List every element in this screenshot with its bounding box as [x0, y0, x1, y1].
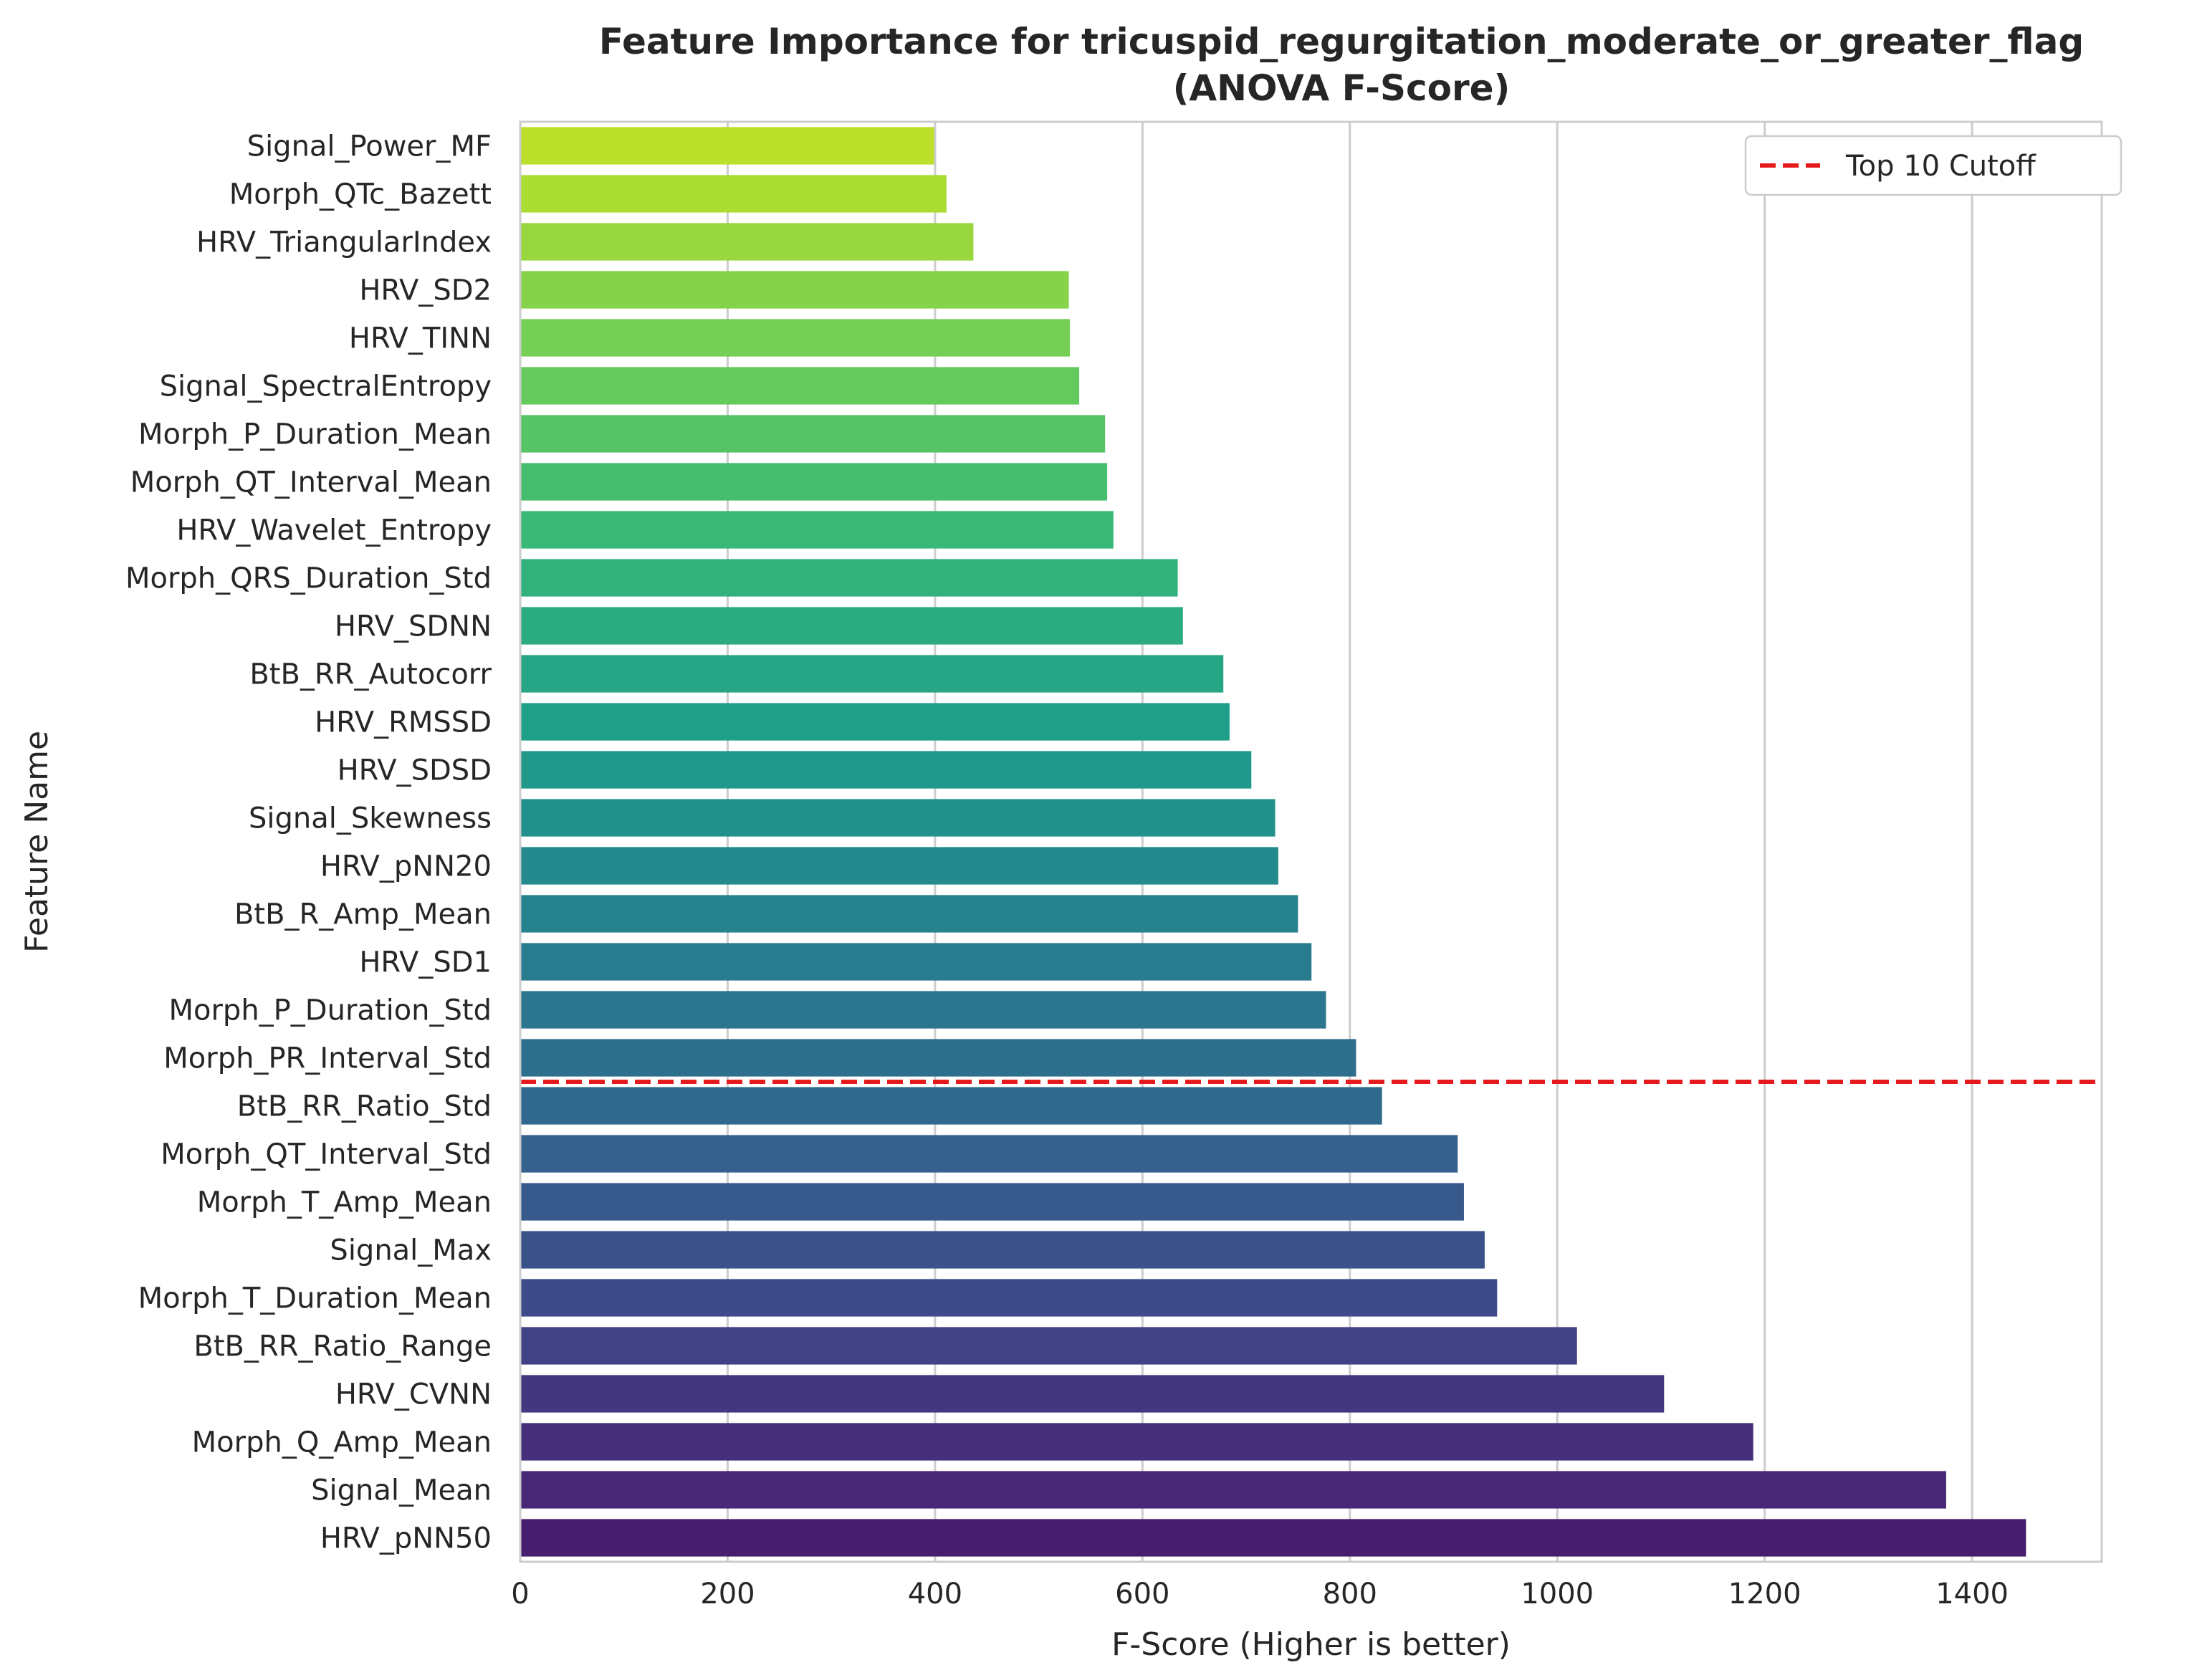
legend-box [1744, 135, 2122, 196]
y-tick-label: BtB_RR_Autocorr [249, 658, 492, 691]
y-tick-label: HRV_RMSSD [315, 706, 492, 739]
bar [520, 799, 1276, 837]
bar [520, 463, 1108, 501]
x-tick-label: 800 [1323, 1578, 1377, 1611]
bar [520, 1471, 1946, 1509]
x-tick-label: 1400 [1935, 1578, 2009, 1611]
y-tick-label: BtB_R_Amp_Mean [234, 898, 492, 931]
y-tick-label: Signal_Max [330, 1234, 492, 1267]
bar [520, 655, 1224, 693]
bar [520, 1279, 1498, 1317]
bar [520, 319, 1071, 357]
bar [520, 271, 1069, 309]
bar [520, 943, 1312, 981]
bar [520, 751, 1252, 789]
bar [520, 895, 1298, 933]
bar [520, 847, 1278, 885]
legend-label-cutoff: Top 10 Cutoff [1845, 150, 2037, 183]
x-gridlines [519, 122, 1973, 1562]
x-tick-label: 400 [908, 1578, 962, 1611]
y-tick-label: Signal_SpectralEntropy [160, 370, 492, 403]
bar [520, 1087, 1382, 1125]
bar [520, 1519, 2026, 1557]
bars [520, 127, 2026, 1557]
x-tick-label: 600 [1115, 1578, 1169, 1611]
bar [520, 703, 1230, 741]
bar [520, 1183, 1464, 1221]
y-tick-label: Signal_Power_MF [247, 130, 492, 163]
bar [520, 223, 974, 261]
bar [520, 607, 1183, 645]
y-tick-label: Morph_QTc_Bazett [229, 178, 492, 211]
y-tick-label: Morph_T_Duration_Mean [138, 1282, 492, 1315]
y-tick-label: Morph_Q_Amp_Mean [192, 1426, 492, 1459]
bar [520, 415, 1106, 453]
x-axis-label: F-Score (Higher is better) [1111, 1626, 1511, 1663]
bar [520, 367, 1080, 405]
y-tick-label: HRV_SDNN [335, 610, 492, 643]
bar [520, 175, 947, 213]
bar [520, 1375, 1665, 1413]
plot-area-frame [519, 120, 2103, 1563]
y-tick-label: HRV_TINN [349, 322, 492, 355]
bar [520, 1135, 1458, 1173]
x-tick-label: 0 [511, 1578, 529, 1611]
chart-title: Feature Importance for tricuspid_regurgi… [599, 21, 2084, 109]
bar [520, 1423, 1753, 1461]
bar [520, 1231, 1485, 1269]
x-tick-label: 1000 [1521, 1578, 1594, 1611]
y-tick-label: Morph_QRS_Duration_Std [125, 562, 492, 595]
y-tick-label: HRV_CVNN [335, 1378, 492, 1411]
y-tick-label: HRV_TriangularIndex [196, 226, 492, 259]
y-tick-label: HRV_pNN50 [320, 1522, 492, 1555]
bar [520, 127, 934, 165]
y-tick-label: Morph_QT_Interval_Mean [130, 466, 492, 499]
y-tick-labels: Signal_Power_MF Morph_QTc_Bazett HRV_Trian… [125, 130, 492, 1555]
x-tick-label: 200 [700, 1578, 755, 1611]
y-tick-label: BtB_RR_Ratio_Range [193, 1330, 492, 1363]
x-tick-labels: 0 200 400 600 800 1000 1200 1400 [511, 1578, 2009, 1611]
y-tick-label: HRV_SDSD [338, 754, 492, 787]
y-tick-label: Morph_P_Duration_Std [169, 994, 492, 1027]
bar [520, 559, 1178, 597]
chart-title-line1: Feature Importance for tricuspid_regurgi… [599, 21, 2084, 62]
y-tick-label: Signal_Mean [311, 1474, 492, 1507]
chart-subtitle: (ANOVA F-Score) [1173, 67, 1511, 109]
bar [520, 1039, 1356, 1077]
bar [520, 991, 1326, 1029]
bar [520, 1327, 1577, 1365]
y-tick-label: HRV_Wavelet_Entropy [176, 514, 492, 547]
y-tick-label: BtB_RR_Ratio_Std [237, 1090, 492, 1123]
y-tick-label: HRV_SD2 [359, 274, 492, 307]
y-tick-label: Morph_PR_Interval_Std [163, 1042, 492, 1075]
y-tick-label: Morph_T_Amp_Mean [197, 1186, 492, 1219]
y-axis-label: Feature Name [19, 731, 55, 953]
x-tick-label: 1200 [1728, 1578, 1801, 1611]
y-tick-label: Signal_Skewness [249, 802, 492, 835]
y-tick-label: Morph_P_Duration_Mean [138, 418, 492, 451]
bar [520, 511, 1114, 549]
legend: Top 10 Cutoff [1744, 135, 2122, 196]
y-tick-label: HRV_pNN20 [320, 850, 492, 883]
y-tick-label: Morph_QT_Interval_Std [161, 1138, 492, 1171]
y-tick-label: HRV_SD1 [359, 946, 492, 979]
